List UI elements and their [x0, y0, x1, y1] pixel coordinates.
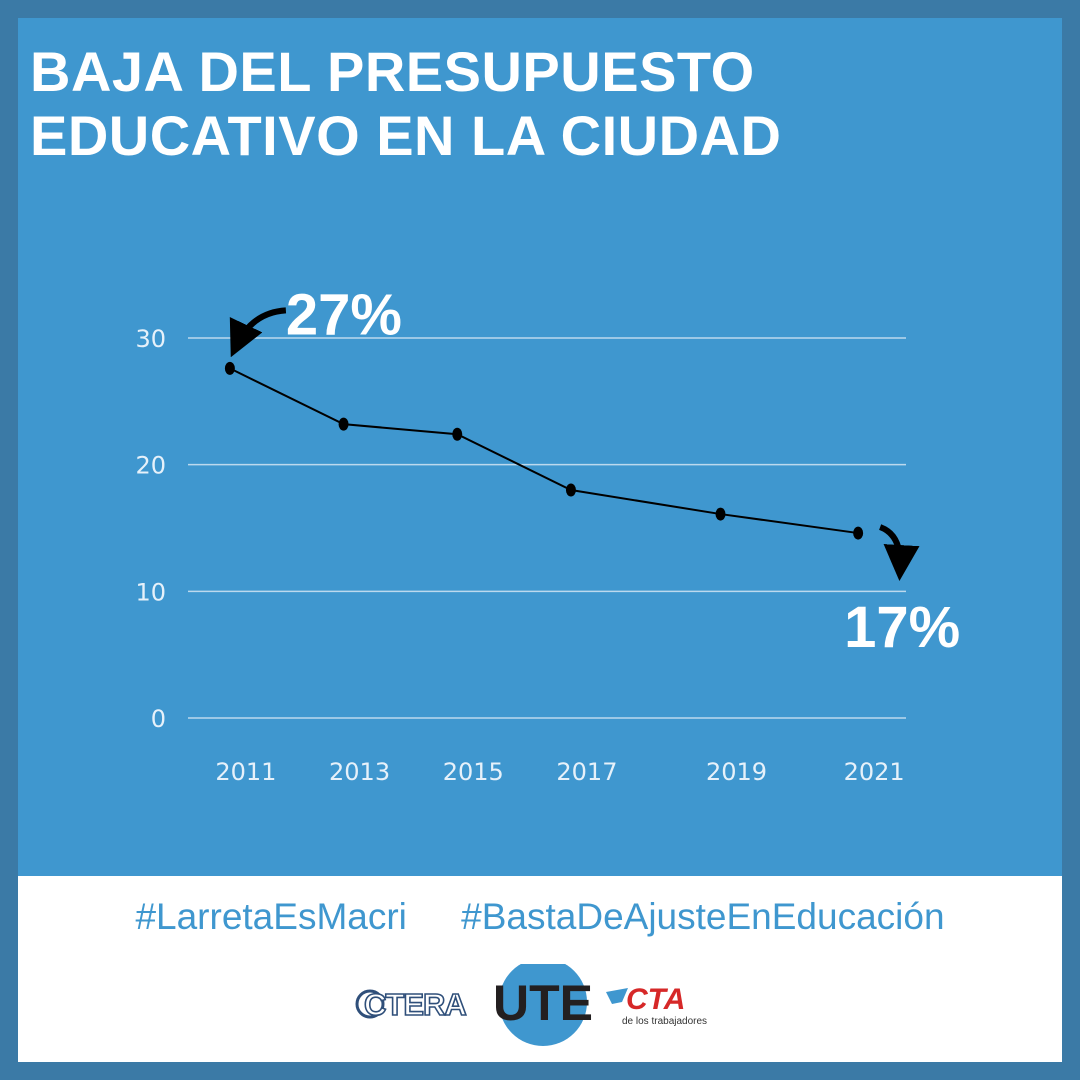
x-tick-label: 2021	[844, 758, 905, 786]
x-tick-label: 2019	[706, 758, 767, 786]
hashtag-row: #LarretaEsMacri #BastaDeAjusteEnEducació…	[18, 892, 1062, 942]
data-point	[565, 483, 576, 497]
svg-text:CTERA: CTERA	[364, 987, 466, 1022]
page-title: BAJA DEL PRESUPUESTO EDUCATIVO EN LA CIU…	[30, 40, 781, 168]
x-tick-label: 2013	[329, 758, 390, 786]
arrow-17-percent	[878, 524, 920, 582]
y-axis-ticks: 0 10 20 30	[135, 325, 166, 733]
gridlines	[188, 337, 906, 719]
svg-text:UTE: UTE	[493, 975, 593, 1031]
data-point	[452, 427, 463, 441]
title-line-1: BAJA DEL PRESUPUESTO	[30, 40, 755, 103]
data-point	[224, 361, 235, 375]
annotations: 27% 17%	[229, 282, 960, 660]
x-tick-label: 2011	[215, 758, 276, 786]
cta-logo: CTA de los trabajadores	[606, 983, 707, 1027]
x-axis-ticks: 2011 2013 2015 2017 2019 2021	[215, 758, 904, 786]
hashtag-larreta-es-macri[interactable]: #LarretaEsMacri	[135, 896, 407, 937]
data-series	[224, 361, 864, 540]
ctera-logo: CTERA	[355, 986, 468, 1023]
chart-panel: BAJA DEL PRESUPUESTO EDUCATIVO EN LA CIU…	[18, 18, 1062, 876]
y-tick-label: 30	[135, 325, 166, 353]
arrow-27-percent	[229, 307, 287, 358]
y-tick-label: 20	[135, 452, 166, 480]
annotation-27-percent: 27%	[286, 282, 402, 347]
data-point	[853, 526, 864, 540]
logo-row: CTERA UTE CTA de los trabajadores	[355, 964, 707, 1046]
line-chart: 0 10 20 30 2011 2013 2015 2017 2019 2021 27% 17%	[135, 282, 960, 786]
hashtag-basta-de-ajuste[interactable]: #BastaDeAjusteEnEducación	[461, 896, 945, 937]
x-tick-label: 2017	[556, 758, 617, 786]
title-line-2: EDUCATIVO EN LA CIUDAD	[30, 104, 782, 167]
data-point	[338, 417, 349, 431]
svg-text:CTA: CTA	[626, 983, 685, 1016]
ute-logo: UTE	[493, 964, 593, 1046]
poster: BAJA DEL PRESUPUESTO EDUCATIVO EN LA CIU…	[18, 18, 1062, 1062]
data-point	[715, 507, 726, 521]
svg-text:de los trabajadores: de los trabajadores	[622, 1016, 707, 1027]
x-tick-label: 2015	[443, 758, 504, 786]
y-tick-label: 10	[135, 578, 166, 606]
annotation-17-percent: 17%	[844, 595, 960, 660]
series-line	[229, 367, 859, 535]
y-tick-label: 0	[151, 705, 166, 733]
footer: #LarretaEsMacri #BastaDeAjusteEnEducació…	[18, 876, 1062, 1062]
